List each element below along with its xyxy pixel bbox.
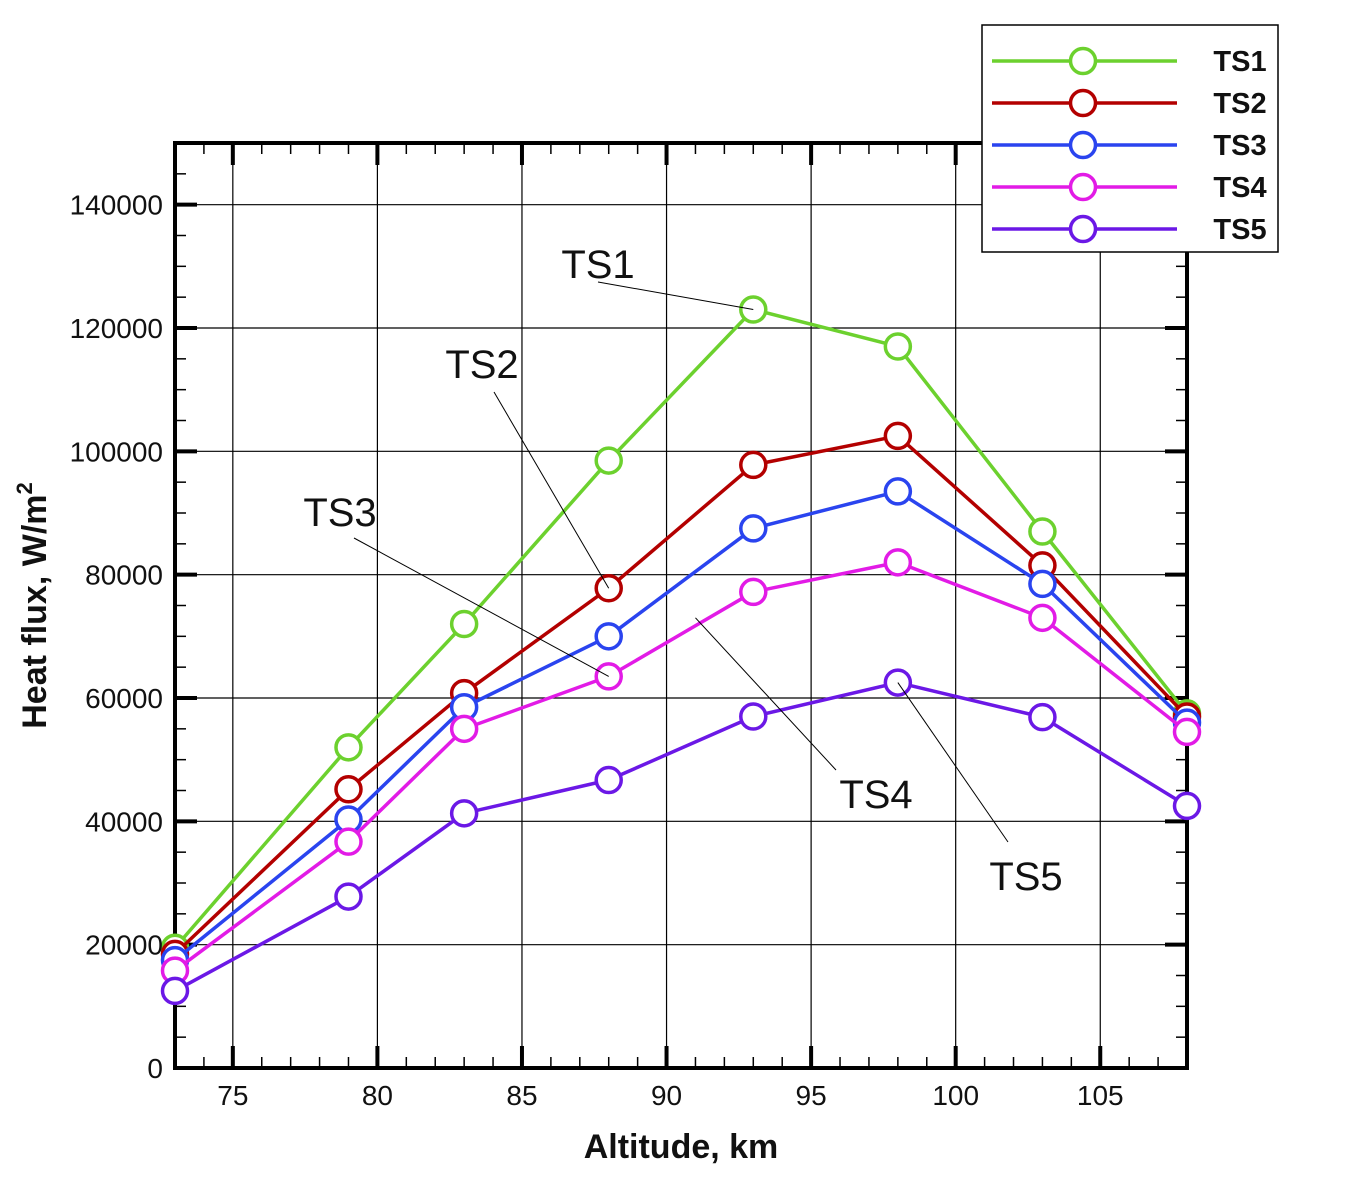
legend-box — [981, 24, 1279, 253]
series-group — [160, 295, 1202, 1006]
series-TS5 — [160, 668, 1202, 1006]
data-point — [883, 548, 913, 577]
data-point — [739, 702, 768, 731]
series-line — [174, 680, 1188, 993]
annotation-label: TS5 — [989, 855, 1062, 899]
annotations: TS1 TS2 TS3 TS4 TS5 — [303, 243, 1062, 899]
y-tick-label: 0 — [147, 1053, 163, 1084]
data-point — [449, 609, 479, 639]
data-point — [739, 514, 768, 543]
plot-frame — [173, 141, 1189, 1070]
data-point — [594, 446, 623, 475]
annotation-TS1: TS1 — [561, 243, 754, 310]
x-tick-label: 100 — [932, 1080, 979, 1111]
annotation-label: TS1 — [561, 243, 634, 287]
series-TS4 — [160, 548, 1202, 985]
legend-label: TS3 — [1213, 130, 1266, 162]
annotation-label: TS3 — [303, 491, 376, 535]
data-point — [160, 976, 190, 1006]
legend-label: TS4 — [1213, 172, 1266, 204]
legend-label: TS5 — [1213, 214, 1266, 246]
data-point — [1028, 569, 1057, 599]
y-tick-label: 20000 — [85, 930, 163, 961]
y-axis-title: Heat flux, W/m2 — [12, 482, 54, 729]
data-point — [739, 450, 768, 480]
legend-entry-TS4: TS4 — [992, 172, 1267, 204]
data-point — [883, 332, 913, 361]
data-point — [334, 882, 363, 911]
tick-labels: 75 80 85 90 95 100 105 0 20000 40000 60000 80000 100… — [70, 190, 1124, 1111]
annotation-TS2: TS2 — [445, 343, 610, 589]
annotation-leader — [493, 391, 610, 589]
series-line — [173, 560, 1189, 972]
data-point — [449, 799, 479, 828]
data-point — [1172, 717, 1202, 747]
data-point — [594, 622, 623, 651]
data-point — [594, 765, 623, 795]
legend-marker — [1068, 172, 1098, 202]
x-tick-label: 95 — [796, 1080, 827, 1111]
y-tick-label: 140000 — [70, 190, 163, 221]
annotation-leader — [597, 281, 754, 310]
x-tick-label: 85 — [506, 1080, 537, 1111]
series-TS2 — [160, 421, 1202, 969]
x-tick-label: 105 — [1077, 1080, 1124, 1111]
legend-entry-TS2: TS2 — [992, 88, 1267, 120]
y-axis-title-superscript: 2 — [12, 482, 37, 494]
y-tick-label: 40000 — [85, 806, 163, 837]
series-line — [173, 307, 1189, 949]
legend-label: TS1 — [1213, 46, 1266, 78]
data-point — [1028, 702, 1057, 732]
legend-label: TS2 — [1213, 88, 1266, 120]
legend-entry-TS5: TS5 — [992, 214, 1267, 246]
data-point — [449, 714, 479, 744]
y-axis-title-main: Heat flux, W/m — [16, 495, 54, 729]
annotation-TS3: TS3 — [303, 491, 609, 677]
data-point — [334, 733, 363, 762]
data-point — [1172, 791, 1202, 821]
annotation-leader — [353, 537, 609, 677]
grid — [175, 143, 1187, 1068]
legend-marker — [1068, 46, 1098, 76]
series-line — [173, 434, 1189, 956]
legend-entry-TS1: TS1 — [992, 46, 1267, 78]
x-tick-label: 75 — [217, 1080, 248, 1111]
y-tick-label: 100000 — [70, 436, 163, 467]
annotation-label: TS2 — [445, 343, 518, 387]
data-point — [1028, 517, 1057, 546]
annotation-TS4: TS4 — [695, 617, 913, 817]
data-point — [1028, 603, 1057, 633]
annotation-label: TS4 — [839, 773, 912, 817]
annotation-leader — [695, 617, 837, 771]
y-tick-label: 80000 — [85, 560, 163, 591]
legend-marker — [1068, 214, 1098, 244]
data-point — [883, 477, 913, 506]
data-point — [334, 775, 363, 804]
annotation-TS5: TS5 — [897, 682, 1063, 899]
y-tick-label: 120000 — [70, 313, 163, 344]
data-point — [883, 421, 913, 451]
series-TS3 — [160, 477, 1202, 975]
legend: TS1 TS2 TS3 TS4 TS5 — [981, 24, 1279, 253]
legend-marker — [1068, 130, 1098, 160]
legend-entry-TS3: TS3 — [992, 130, 1267, 162]
major-ticks — [175, 143, 1187, 1068]
annotation-leader — [897, 682, 1009, 843]
minor-ticks — [174, 142, 1188, 1068]
x-tick-label: 80 — [362, 1080, 393, 1111]
data-point — [334, 827, 363, 856]
x-axis-title: Altitude, km — [584, 1128, 779, 1166]
x-tick-label: 90 — [651, 1080, 682, 1111]
series-line — [173, 489, 1189, 962]
y-tick-label: 60000 — [85, 683, 163, 714]
data-point — [739, 577, 768, 607]
legend-marker — [1068, 88, 1098, 118]
